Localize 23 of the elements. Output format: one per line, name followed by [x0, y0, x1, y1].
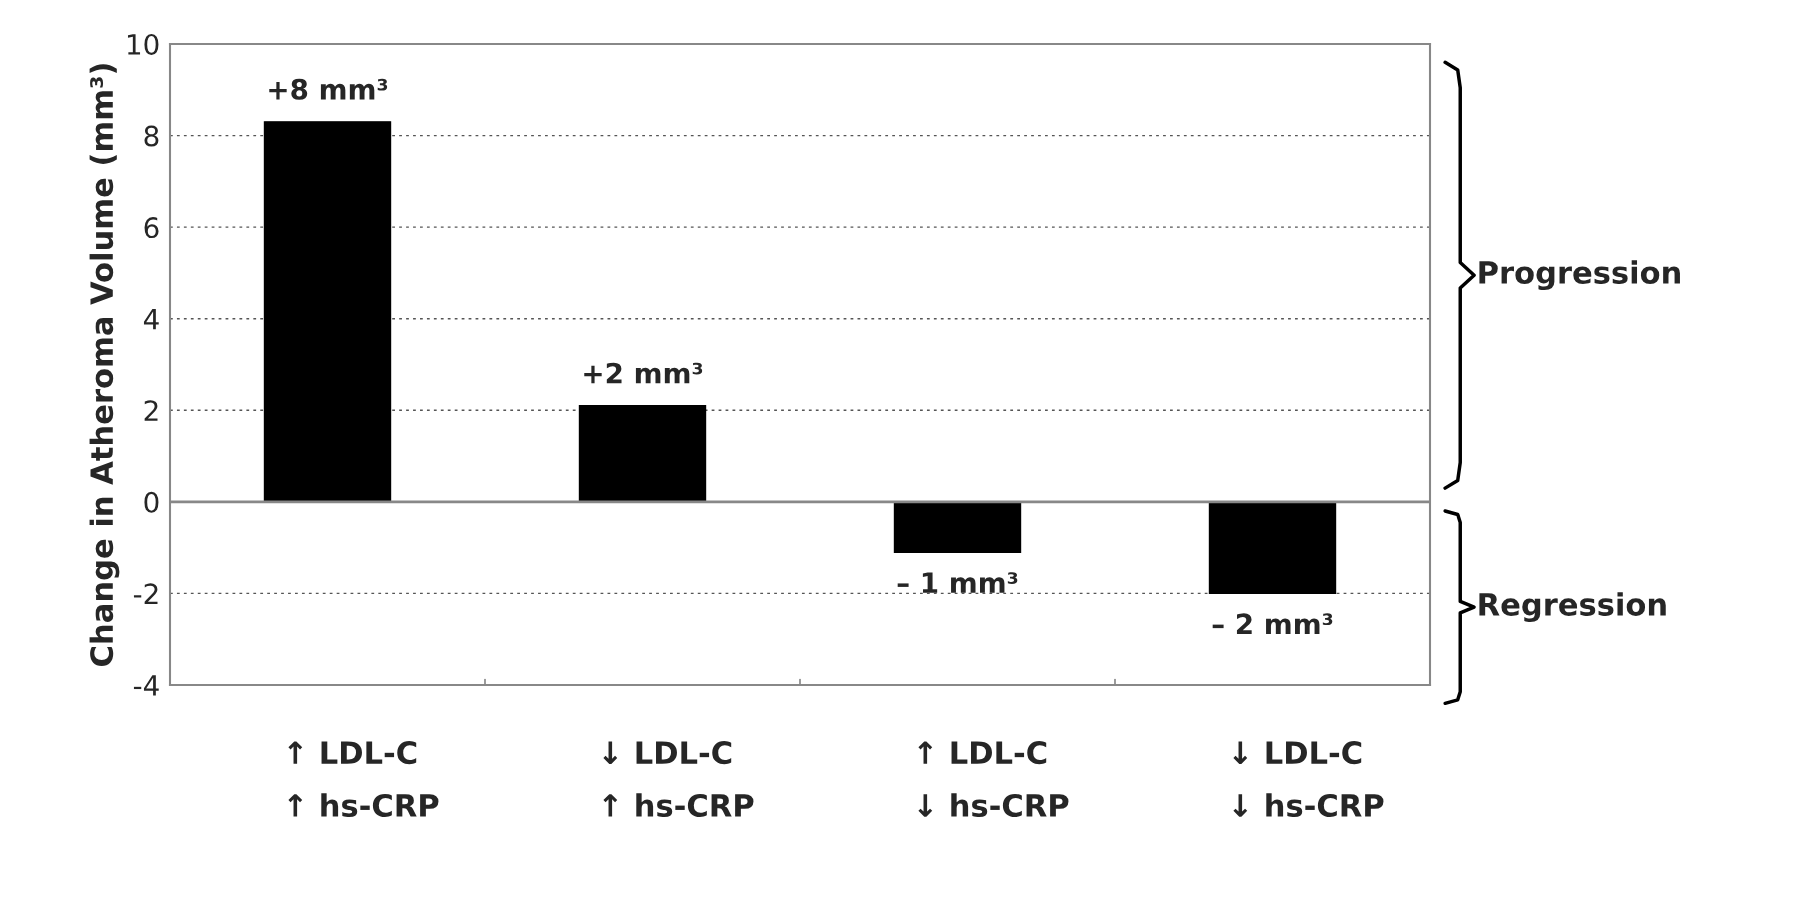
data-label: +8 mm³	[269, 78, 388, 100]
y-tick-label: 4	[143, 309, 159, 330]
x-tick-label: ↓ LDL-C ↑ hs-CRP	[603, 741, 754, 817]
bar	[578, 405, 707, 503]
data-label: +2 mm³	[584, 362, 703, 384]
y-tick-label: 10	[127, 33, 159, 55]
y-tick-label: -4	[133, 675, 159, 696]
y-tick-label: -2	[133, 583, 158, 604]
y-tick-label: 2	[144, 400, 158, 421]
text: Progression	[1479, 260, 1680, 291]
data-label: – 1 mm³	[897, 572, 1018, 593]
y-tick-label: 0	[144, 491, 159, 513]
x-tick-label: ↑ LDL-C ↓ hs-CRP	[918, 741, 1069, 817]
text: Regression	[1479, 592, 1666, 623]
y-axis-title: Change in Atheroma Volume (mm³)	[89, 64, 120, 666]
data-label: – 2 mm³	[1212, 613, 1333, 634]
y-tick-label: 6	[144, 217, 159, 239]
x-tick-label: ↓ LDL-C ↓ hs-CRP	[1233, 741, 1384, 817]
bar	[1208, 501, 1337, 595]
y-tick-label: 8	[144, 125, 159, 147]
bar	[263, 121, 392, 503]
bar	[893, 501, 1022, 553]
x-tick-label: ↑ LDL-C ↑ hs-CRP	[288, 741, 439, 817]
